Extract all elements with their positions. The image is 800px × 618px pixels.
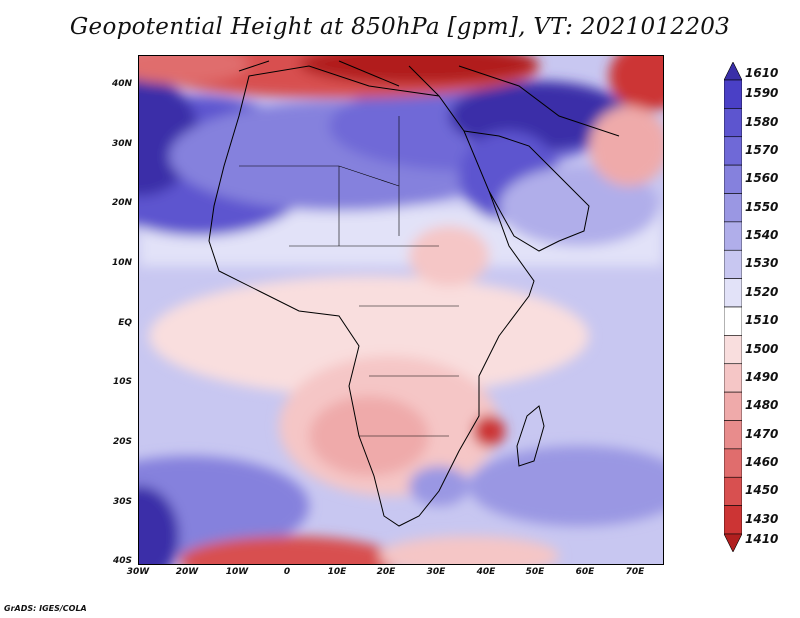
- lat-tick-20n: 20N: [111, 198, 132, 208]
- colorbar-segment: [724, 79, 742, 109]
- lon-tick-50e: 50E: [525, 567, 545, 577]
- lon-tick-20w: 20W: [175, 567, 199, 577]
- colorbar-label: 1460: [745, 455, 779, 470]
- colorbar-segment: [724, 363, 742, 393]
- lat-tick-10n: 10N: [111, 258, 132, 268]
- colorbar-label: 1590: [745, 86, 779, 101]
- colorbar-label: 1410: [745, 532, 779, 546]
- lon-tick-60e: 60E: [575, 567, 595, 577]
- colorbar-label: 1560: [745, 171, 779, 186]
- lon-tick-30e: 30E: [426, 567, 446, 577]
- colorbar-label: 1610: [745, 66, 779, 80]
- colorbar-segment: [724, 193, 742, 223]
- colorbar-label: 1540: [745, 228, 779, 243]
- lon-tick-20e: 20E: [376, 567, 396, 577]
- lat-tick-30n: 30N: [111, 139, 132, 149]
- chart-title: Geopotential Height at 850hPa [gpm], VT:…: [69, 14, 731, 40]
- colorbar-segment: [724, 476, 742, 506]
- colorbar-label: 1530: [745, 256, 779, 271]
- colorbar-segment: [724, 420, 742, 450]
- colorbar-segment: [724, 391, 742, 421]
- colorbar-segment: [724, 164, 742, 194]
- colorbar: [724, 62, 742, 552]
- credit-text: GrADS: IGES/COLA: [4, 604, 87, 613]
- arabia-coastline: [463, 130, 590, 252]
- colorbar-label: 1500: [745, 341, 779, 356]
- lon-tick-10e: 10E: [327, 567, 347, 577]
- lon-tick-30w: 30W: [126, 567, 150, 577]
- colorbar-label: 1490: [745, 369, 779, 384]
- lat-tick-40n: 40N: [111, 79, 132, 89]
- lat-tick-40s: 40S: [112, 556, 132, 566]
- lat-tick-10s: 10S: [112, 377, 132, 387]
- colorbar-segment: [724, 448, 742, 478]
- madagascar-coastline: [516, 405, 545, 467]
- lon-tick-40e: 40E: [476, 567, 496, 577]
- colorbar-segment: [724, 249, 742, 279]
- colorbar-segment: [724, 278, 742, 308]
- lon-tick-70e: 70E: [625, 567, 645, 577]
- lon-tick-10w: 10W: [225, 567, 249, 577]
- lat-tick-eq: EQ: [118, 318, 132, 328]
- colorbar-label: 1510: [745, 313, 779, 328]
- lon-tick-0: 0: [283, 567, 291, 577]
- colorbar-label: 1480: [745, 398, 779, 413]
- colorbar-segment: [724, 108, 742, 138]
- colorbar-segment: [724, 221, 742, 251]
- colorbar-label: 1570: [745, 142, 779, 157]
- colorbar-label: 1550: [745, 199, 779, 214]
- map-panel: [138, 55, 664, 565]
- colorbar-segment: [724, 335, 742, 365]
- colorbar-label: 1470: [745, 426, 779, 441]
- colorbar-segment: [724, 136, 742, 166]
- colorbar-label: 1430: [745, 511, 779, 526]
- lat-tick-20s: 20S: [112, 437, 132, 447]
- colorbar-segment: [724, 505, 742, 535]
- colorbar-label: 1580: [745, 114, 779, 129]
- lat-tick-30s: 30S: [112, 497, 132, 507]
- coastline: [208, 65, 535, 527]
- country-borders: [239, 116, 459, 437]
- colorbar-label: 1520: [745, 284, 779, 299]
- geopotential-field: [139, 56, 663, 564]
- colorbar-label: 1450: [745, 483, 779, 498]
- colorbar-segment: [724, 62, 742, 81]
- colorbar-segment: [724, 533, 742, 552]
- colorbar-segment: [724, 306, 742, 336]
- europe-coastline: [238, 60, 620, 137]
